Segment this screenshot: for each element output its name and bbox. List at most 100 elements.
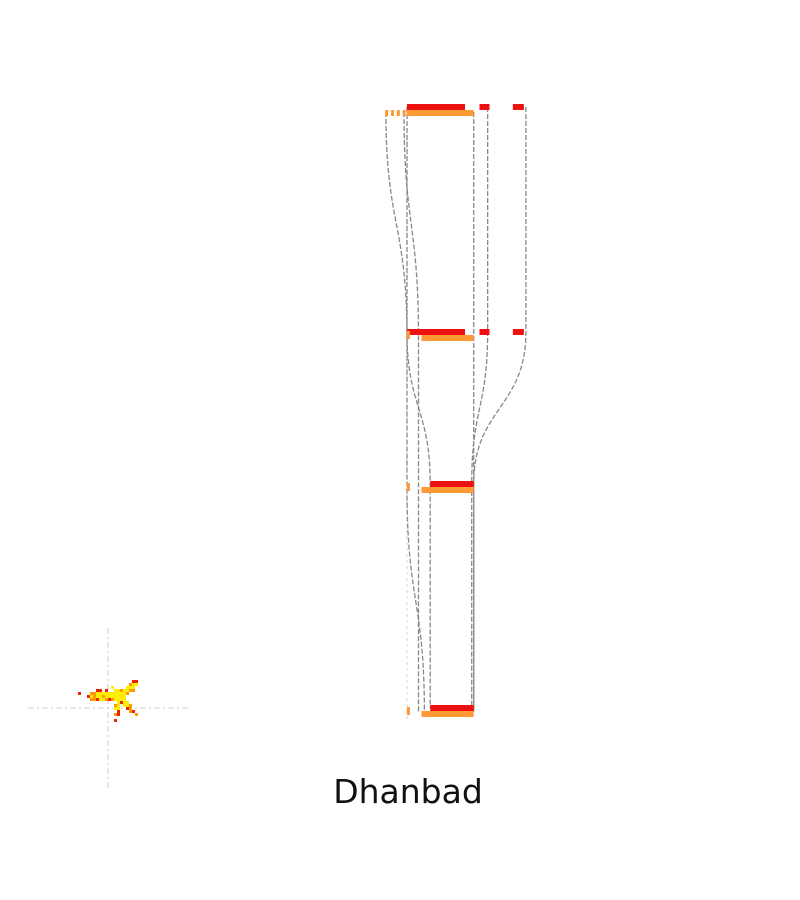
footprint-pixel [99, 692, 102, 695]
orange-tick-2 [407, 331, 410, 339]
footprint-pixel [99, 698, 102, 701]
footprint-pixel [117, 701, 120, 704]
footprint-pixel [96, 692, 99, 695]
footprint-pixel [126, 701, 129, 704]
footprint-pixel [114, 719, 117, 722]
orange-bar-4 [422, 711, 474, 717]
city-footprint-map [28, 628, 188, 788]
profile-bars [385, 104, 524, 717]
footprint-pixel [90, 698, 93, 701]
footprint-pixel [126, 686, 129, 689]
orange-tick-3 [407, 483, 410, 491]
footprint-pixel [108, 698, 111, 701]
footprint-pixel [90, 695, 93, 698]
footprint-pixel [114, 692, 117, 695]
red-bar-4 [430, 705, 474, 711]
footprint-pixel [114, 695, 117, 698]
footprint-pixel [96, 689, 99, 692]
footprint-pixel [114, 707, 117, 710]
footprint-pixel [120, 689, 123, 692]
footprint-pixel [117, 692, 120, 695]
footprint-pixel [114, 698, 117, 701]
footprint-pixel [129, 707, 132, 710]
orange-dot-1 [385, 110, 388, 116]
footprint-pixel [111, 686, 114, 689]
outer-right-outline [474, 107, 526, 708]
footprint-pixel [87, 695, 90, 698]
footprint-pixel [114, 689, 117, 692]
footprint-pixel [129, 710, 132, 713]
footprint-pixel [120, 692, 123, 695]
footprint-pixel [117, 689, 120, 692]
footprint-pixel [105, 689, 108, 692]
footprint-pixel [126, 707, 129, 710]
footprint-pixel [117, 698, 120, 701]
footprint-pixel [129, 686, 132, 689]
red-bar-2 [407, 329, 465, 335]
red-bar-1 [407, 104, 465, 110]
footprint-pixel [123, 692, 126, 695]
orange-dot-4 [403, 110, 406, 116]
footprint-pixel [111, 698, 114, 701]
footprint-pixel [120, 701, 123, 704]
red-tail-1 [513, 104, 524, 110]
footprint-pixel [123, 689, 126, 692]
footprint-pixel [120, 695, 123, 698]
footprint-pixel [117, 707, 120, 710]
orange-tick-4 [407, 707, 410, 715]
footprint-pixel [96, 698, 99, 701]
footprint-pixel [129, 683, 132, 686]
footprint-pixel [99, 695, 102, 698]
red-tail-2 [513, 329, 524, 335]
orange-dot-3 [397, 110, 400, 116]
footprint-pixel [78, 692, 81, 695]
footprint-pixel [111, 692, 114, 695]
footprint-pixel [102, 698, 105, 701]
red-bar-3 [430, 481, 474, 487]
footprint-pixel [132, 710, 135, 713]
footprint-pixel [102, 695, 105, 698]
footprint-pixel [126, 692, 129, 695]
footprint-pixel [135, 680, 138, 683]
footprint-pixel [132, 689, 135, 692]
footprint-pixel [117, 695, 120, 698]
footprint-pixel [120, 698, 123, 701]
footprint-pixel [114, 713, 117, 716]
footprint-pixel [117, 710, 120, 713]
footprint-pixel [108, 692, 111, 695]
footprint-pixel [132, 686, 135, 689]
orange-bar-3 [422, 487, 474, 493]
footprint-pixel [123, 698, 126, 701]
footprint-pixel [132, 683, 135, 686]
footprint-pixel [123, 695, 126, 698]
footprint-pixel [105, 692, 108, 695]
footprint-pixel [96, 695, 99, 698]
footprint-pixel [135, 713, 138, 716]
red-dash-2 [480, 329, 490, 335]
city-name-label: Dhanbad [0, 772, 800, 811]
footprint-pixel [126, 689, 129, 692]
footprint-pixel [117, 704, 120, 707]
orange-dot-2 [391, 110, 394, 116]
footprint-pixel [108, 695, 111, 698]
footprint-pixel [129, 689, 132, 692]
footprint-pixel [99, 689, 102, 692]
footprint-pixel [90, 692, 93, 695]
footprint-pixel [93, 692, 96, 695]
footprint-pixel [105, 695, 108, 698]
orange-bar-2 [422, 335, 474, 341]
footprint-pixel [123, 704, 126, 707]
footprint-pixel [135, 683, 138, 686]
footprint-pixel [93, 698, 96, 701]
footprint-pixel [132, 680, 135, 683]
footprint-pixel [105, 698, 108, 701]
footprint-pixel [126, 704, 129, 707]
footprint-pixel [102, 692, 105, 695]
footprint-pixel [111, 695, 114, 698]
red-dash-1 [480, 104, 490, 110]
orange-bar-1 [407, 110, 474, 116]
footprint-pixel [129, 704, 132, 707]
footprint-pixel [114, 704, 117, 707]
footprint-pixel [93, 695, 96, 698]
